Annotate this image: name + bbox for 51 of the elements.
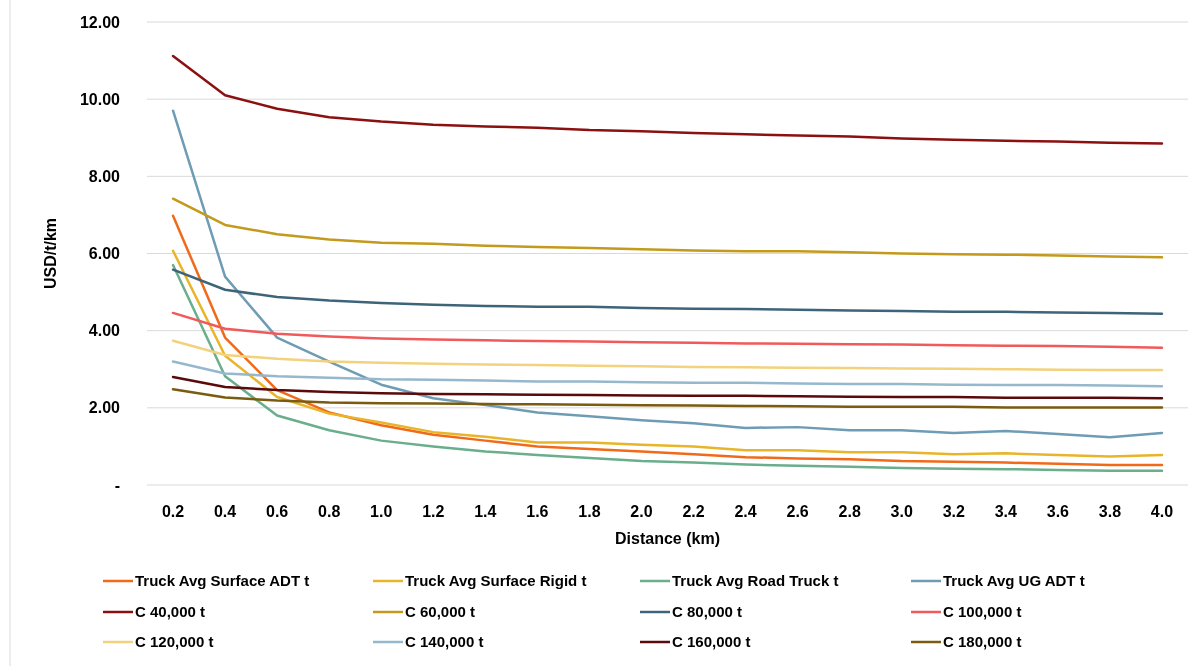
legend-label: C 160,000 t bbox=[672, 633, 751, 651]
y-tick-label: 6.00 bbox=[88, 245, 121, 263]
legend-label: C 120,000 t bbox=[135, 633, 214, 651]
x-axis-title: Distance (km) bbox=[615, 529, 720, 547]
line-series bbox=[171, 360, 1164, 388]
y-tick-label: - bbox=[114, 476, 120, 494]
x-tick-label: 2.6 bbox=[786, 502, 809, 520]
legend-label: C 140,000 t bbox=[405, 633, 484, 651]
line-series bbox=[171, 311, 1164, 349]
x-tick-label: 3.4 bbox=[994, 502, 1018, 520]
legend-label: C 60,000 t bbox=[405, 603, 476, 621]
y-tick-label: 12.00 bbox=[79, 13, 121, 31]
line-series bbox=[171, 268, 1164, 315]
x-tick-label: 3.6 bbox=[1046, 502, 1070, 520]
y-tick-label: 2.00 bbox=[88, 399, 121, 417]
line-series bbox=[171, 109, 1164, 439]
x-tick-label: 1.8 bbox=[578, 502, 601, 520]
line-series bbox=[171, 197, 1164, 259]
legend-label: C 40,000 t bbox=[135, 603, 206, 621]
x-tick-label: 2.2 bbox=[682, 502, 705, 520]
y-axis-title: USD/t/km bbox=[41, 217, 59, 290]
x-tick-label: 0.6 bbox=[266, 502, 289, 520]
x-tick-label: 3.0 bbox=[890, 502, 913, 520]
x-tick-label: 2.8 bbox=[838, 502, 861, 520]
x-tick-label: 3.2 bbox=[942, 502, 965, 520]
x-tick-label: 0.4 bbox=[213, 502, 237, 520]
legend-label: Truck Avg Surface ADT t bbox=[135, 572, 310, 590]
x-tick-label: 1.2 bbox=[422, 502, 445, 520]
legend-label: C 80,000 t bbox=[672, 603, 743, 621]
legend-label: Truck Avg UG ADT t bbox=[943, 572, 1085, 590]
x-tick-label: 2.4 bbox=[734, 502, 757, 520]
line-series bbox=[171, 54, 1164, 145]
y-tick-label: 4.00 bbox=[88, 322, 121, 340]
x-tick-label: 2.0 bbox=[630, 502, 653, 520]
x-tick-label: 0.2 bbox=[161, 502, 185, 520]
y-tick-label: 10.00 bbox=[79, 90, 121, 108]
x-tick-label: 0.8 bbox=[318, 502, 341, 520]
line-series bbox=[171, 375, 1164, 400]
legend-label: C 100,000 t bbox=[943, 603, 1022, 621]
legend-label: Truck Avg Surface Rigid t bbox=[405, 572, 587, 590]
line-series bbox=[171, 388, 1164, 409]
x-tick-label: 1.6 bbox=[526, 502, 549, 520]
legend-label: Truck Avg Road Truck t bbox=[672, 572, 839, 590]
x-tick-label: 1.0 bbox=[370, 502, 393, 520]
x-tick-label: 4.0 bbox=[1150, 502, 1174, 520]
x-tick-label: 3.8 bbox=[1098, 502, 1122, 520]
legend-label: C 180,000 t bbox=[943, 633, 1022, 651]
line-series bbox=[171, 339, 1164, 372]
y-tick-label: 8.00 bbox=[88, 167, 121, 185]
line-series bbox=[171, 214, 1164, 467]
x-tick-label: 1.4 bbox=[474, 502, 497, 520]
